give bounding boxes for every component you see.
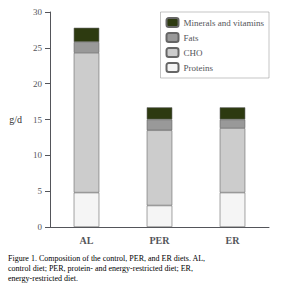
svg-text:ER: ER — [226, 235, 241, 246]
svg-text:30: 30 — [33, 7, 43, 17]
svg-text:20: 20 — [33, 79, 43, 89]
svg-text:10: 10 — [33, 150, 43, 160]
svg-text:g/d: g/d — [9, 114, 22, 125]
svg-text:5: 5 — [38, 186, 43, 196]
svg-text:Figure 1. Composition of the c: Figure 1. Composition of the control, PE… — [8, 254, 205, 263]
svg-text:Proteins: Proteins — [184, 63, 214, 73]
svg-text:CHO: CHO — [184, 48, 204, 58]
svg-text:Minerals and vitamins: Minerals and vitamins — [184, 18, 265, 28]
svg-text:Fats: Fats — [184, 33, 200, 43]
svg-text:25: 25 — [33, 43, 43, 53]
svg-text:PER: PER — [150, 235, 171, 246]
svg-text:15: 15 — [33, 115, 43, 125]
svg-text:0: 0 — [38, 222, 43, 232]
svg-text:energy-restricted diet.: energy-restricted diet. — [8, 274, 78, 283]
svg-text:control diet; PER, protein- an: control diet; PER, protein- and energy-r… — [8, 264, 193, 273]
svg-text:AL: AL — [80, 235, 94, 246]
